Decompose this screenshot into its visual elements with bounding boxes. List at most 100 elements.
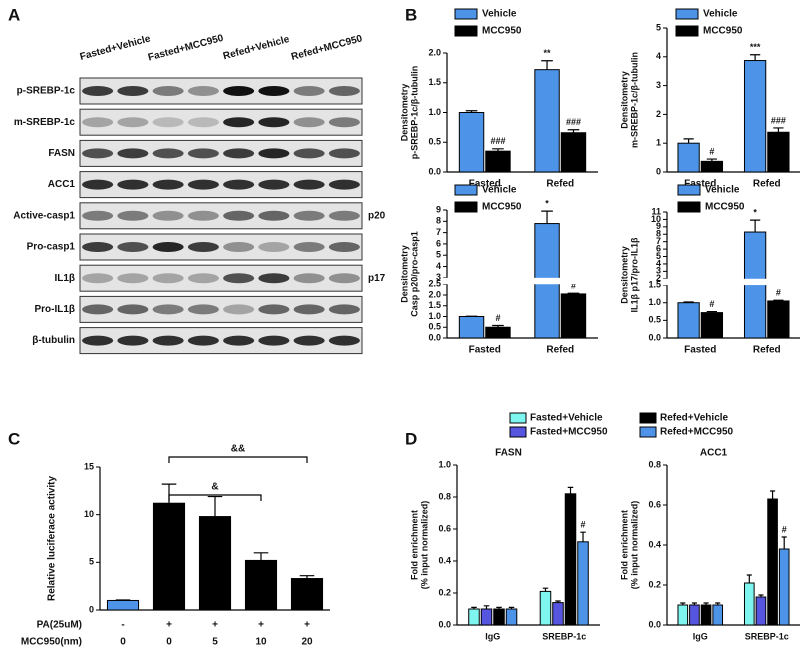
y-tick-label: 0.5 [648,315,661,325]
error-bar [680,602,686,605]
row-label: IL1β [54,273,75,284]
error-bar [471,606,477,609]
panel-letter: C [8,429,20,448]
blot-band [258,179,290,190]
blot-band [187,179,219,190]
blot-band [223,304,255,315]
x-tick-label: Fasted [469,345,501,356]
bar [539,590,552,626]
error-bar [691,602,697,605]
blot-band [258,304,290,315]
row-label: FASN [48,148,75,159]
bar [560,132,587,173]
bar [767,131,790,173]
y-tick-label: 0.6 [648,499,661,509]
y-tick-label: 0 [656,166,661,176]
blot-band [328,117,360,128]
side-label: p20 [368,210,386,221]
blot-band [258,210,290,221]
bar [198,516,232,611]
y-tick-label: 3 [656,80,661,90]
bar [755,596,767,626]
bar [700,312,724,339]
y-axis-label: Relative luciferace activity [47,476,58,602]
legend-label: MCC950 [482,26,522,37]
axis-break [662,278,800,286]
blot-band [152,179,184,190]
x-row-label: - [121,620,124,631]
y-tick-label: 0.4 [438,555,451,565]
blot-band [187,335,219,346]
y-tick-label: 8 [436,216,441,226]
bar [458,112,485,173]
row-label: m-SREBP-1c [14,117,76,128]
significance: * [753,208,757,218]
lane-label: Fasted+Vehicle [79,33,152,63]
error-bar [567,129,580,133]
legend-swatch [677,201,701,213]
error-bar [580,531,586,542]
y-tick-label: 2.0 [428,289,441,299]
y-tick-label: 0.0 [648,619,661,629]
blot-band [117,304,149,315]
y-axis-label: IL1β p17/pro-IL1β [629,237,639,313]
legend-swatch [675,25,699,37]
blot-band [152,304,184,315]
row-label: ACC1 [48,179,76,190]
y-tick-label: 0.8 [438,491,451,501]
bar [677,142,700,173]
error-bar [683,301,694,303]
blot-band [117,117,149,128]
blot-band [328,335,360,346]
y-tick-label: 0.5 [428,322,441,332]
bar [700,160,724,173]
y-tick-label: 5 [656,22,661,32]
y-tick-label: 4 [656,51,661,61]
significance: # [581,520,586,530]
bracket [168,456,308,463]
y-tick-label: 3 [656,266,661,276]
bar [458,315,485,339]
error-bar [567,292,580,294]
error-bar [253,552,269,561]
y-tick-label: 15 [84,461,94,471]
error-bar [567,486,574,494]
y-axis-label: Fold enrichment [409,510,419,580]
blot-band [258,242,290,252]
side-label: p17 [368,273,386,284]
legend-label: Refed+Vehicle [660,413,729,424]
legend-label: MCC950 [705,202,745,213]
x-row-label: + [166,620,172,631]
blot-band [187,242,219,252]
legend-swatch [509,426,527,438]
blot-band [258,86,290,96]
x-row-label: + [304,620,310,631]
blot-band [82,117,114,128]
x-tick-label: Fasted [684,345,716,356]
x-tick-label: IgG [485,631,500,641]
significance: ### [771,115,786,125]
bar [505,608,518,626]
blot-band [152,86,184,96]
y-tick-label: 0.0 [428,166,441,176]
error-bar [542,587,549,592]
legend-label: MCC950 [703,26,743,37]
error-bar [746,574,752,583]
legend-swatch [675,8,699,20]
row-label: p-SREBP-1c [17,86,76,97]
y-axis-label: Densitometry [399,84,409,142]
y-axis-label: Fold enrichment [619,510,629,580]
error-bar [492,148,504,152]
blot-band [187,210,219,221]
y-tick-label: 2.0 [428,47,441,57]
y-tick-label: 8 [656,229,661,239]
blot-band [258,148,290,159]
blot-band [117,148,149,159]
y-tick-label: 9 [436,204,441,214]
y-axis-label: Densitometry [619,71,629,129]
blot-band [293,242,325,252]
x-row-name: MCC950(nm) [21,637,82,648]
x-row-label: 20 [301,637,313,648]
error-bar [715,602,721,605]
bar [485,150,511,173]
